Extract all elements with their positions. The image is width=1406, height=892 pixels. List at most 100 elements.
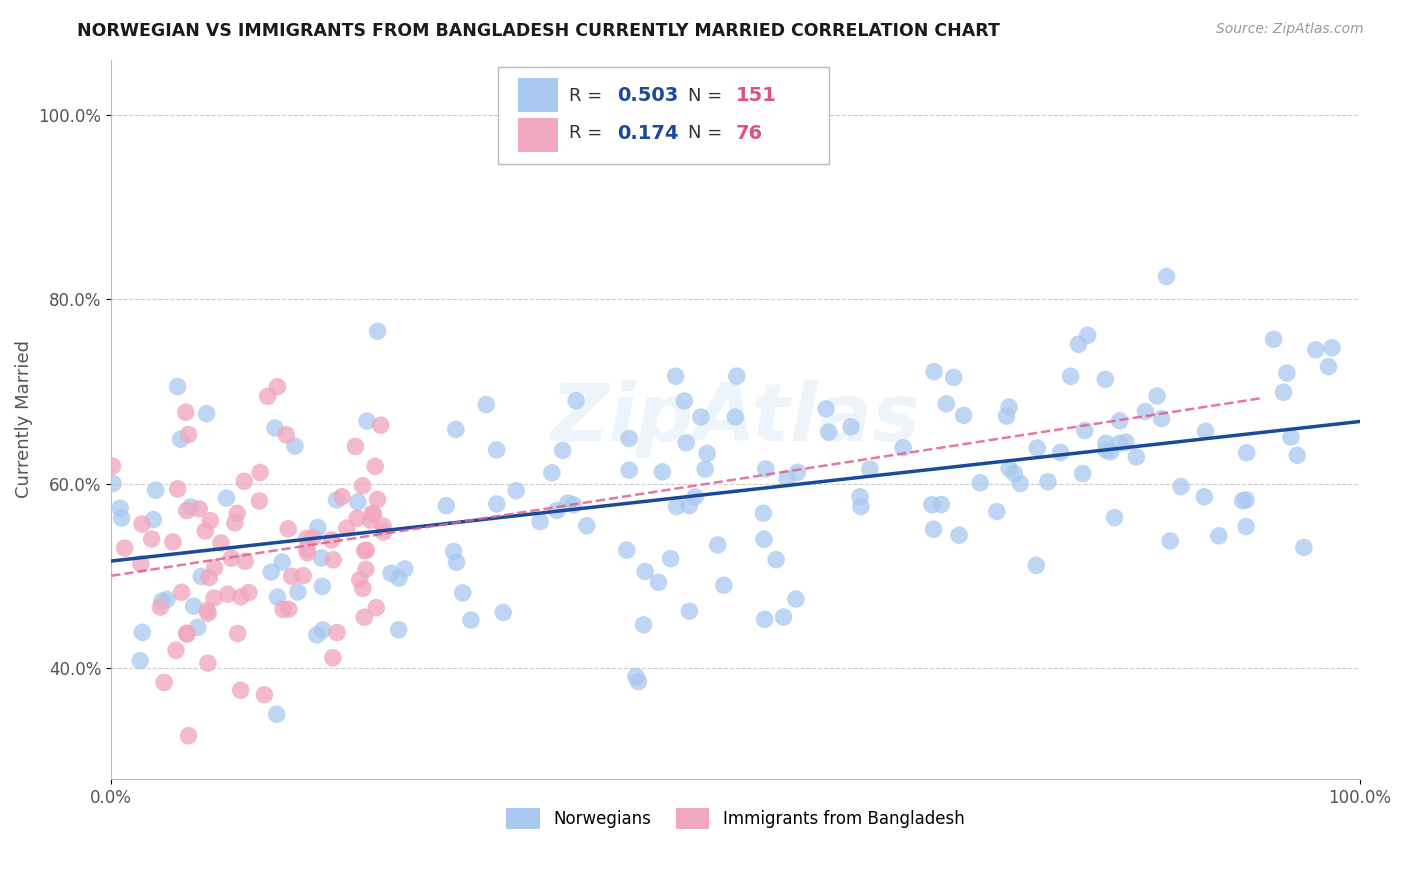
Point (226, 507, 249, 521)
Point (969, 475, 991, 490)
Text: R =: R = (569, 124, 609, 143)
Point (224, 516, 246, 530)
Point (529, 515, 551, 529)
Text: 76: 76 (735, 124, 762, 143)
Point (101, 459, 124, 474)
Point (1104, 510, 1126, 524)
Point (849, 490, 872, 504)
Point (541, 466, 564, 480)
Point (505, 483, 527, 498)
Point (256, 389, 278, 403)
Point (678, 499, 700, 513)
Text: N =: N = (688, 124, 728, 143)
Point (149, 600, 172, 615)
Text: N =: N = (688, 87, 728, 104)
Point (859, 462, 882, 476)
Point (922, 365, 945, 379)
Point (1279, 430, 1302, 444)
Point (322, 650, 344, 665)
Point (817, 425, 839, 439)
Point (336, 521, 359, 535)
Point (247, 494, 270, 508)
Point (695, 462, 717, 476)
Point (1272, 385, 1295, 400)
Point (142, 512, 165, 526)
Point (562, 498, 585, 512)
Point (995, 409, 1018, 424)
Point (1156, 269, 1178, 284)
Point (1002, 467, 1025, 481)
Point (1232, 493, 1254, 508)
Text: 151: 151 (735, 86, 776, 105)
Point (551, 443, 574, 458)
Point (226, 626, 249, 640)
Point (326, 625, 349, 640)
Text: R =: R = (569, 87, 609, 104)
Point (200, 514, 222, 528)
Point (297, 546, 319, 560)
Point (353, 610, 375, 624)
Point (1060, 369, 1083, 384)
Point (188, 502, 211, 516)
Point (1108, 436, 1130, 450)
Point (1025, 558, 1047, 573)
Point (194, 524, 217, 538)
Point (156, 592, 179, 607)
Point (492, 606, 515, 620)
Point (271, 555, 294, 569)
Point (446, 555, 468, 569)
Text: NORWEGIAN VS IMMIGRANTS FROM BANGLADESH CURRENTLY MARRIED CORRELATION CHART: NORWEGIAN VS IMMIGRANTS FROM BANGLADESH … (77, 22, 1000, 40)
Point (617, 463, 640, 477)
Point (683, 490, 706, 504)
Point (1135, 404, 1157, 418)
Point (359, 513, 381, 527)
Point (177, 729, 200, 743)
Point (1095, 443, 1118, 458)
Point (434, 499, 457, 513)
Point (665, 500, 688, 514)
Point (1067, 337, 1090, 351)
Point (108, 501, 131, 516)
Point (922, 522, 945, 536)
Point (169, 432, 191, 446)
Point (153, 675, 176, 690)
Point (187, 620, 209, 634)
Point (942, 370, 965, 384)
Point (1125, 450, 1147, 464)
Point (367, 492, 389, 507)
Text: Source: ZipAtlas.com: Source: ZipAtlas.com (1216, 22, 1364, 37)
Point (444, 423, 467, 437)
Point (321, 533, 343, 547)
Point (651, 465, 673, 479)
Point (1236, 446, 1258, 460)
Point (277, 522, 299, 536)
Point (295, 532, 318, 546)
Point (752, 506, 775, 520)
Point (114, 541, 136, 555)
Point (249, 466, 271, 480)
Point (557, 496, 579, 510)
Point (287, 585, 309, 599)
Point (198, 571, 221, 585)
Point (266, 707, 288, 722)
Point (673, 393, 696, 408)
Point (176, 626, 198, 640)
Point (935, 397, 957, 411)
Point (145, 483, 167, 498)
Point (627, 674, 650, 689)
Point (271, 602, 294, 616)
Point (233, 475, 256, 489)
Point (215, 491, 238, 505)
Point (647, 575, 669, 590)
Point (221, 551, 243, 566)
Point (1094, 436, 1116, 450)
Point (356, 543, 378, 558)
Point (713, 578, 735, 592)
Text: 0.503: 0.503 (617, 86, 678, 105)
Point (772, 610, 794, 624)
Point (380, 566, 402, 581)
Point (307, 520, 329, 534)
Point (724, 410, 747, 425)
Point (1170, 479, 1192, 493)
Point (150, 594, 173, 608)
